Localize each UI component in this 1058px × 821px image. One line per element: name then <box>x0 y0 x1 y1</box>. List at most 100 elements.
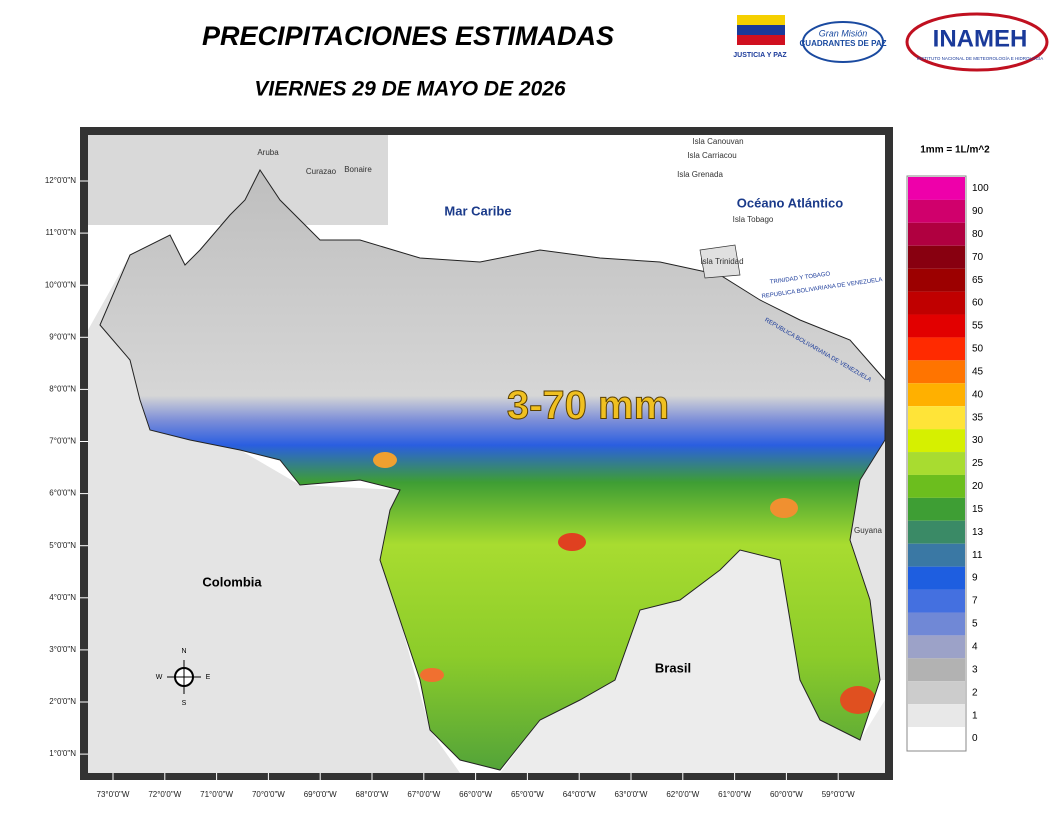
legend-label: 11 <box>972 550 983 561</box>
lon-label: 63°0'0"W <box>615 790 648 799</box>
place-label: Isla Carriacou <box>687 151 736 160</box>
legend-label: 55 <box>972 321 984 332</box>
lat-label: 1°0'0"N <box>49 749 76 758</box>
legend-label: 30 <box>972 435 984 446</box>
lon-label: 60°0'0"W <box>770 790 803 799</box>
compass-n: N <box>181 648 186 655</box>
lat-label: 9°0'0"N <box>49 332 76 341</box>
lat-label: 5°0'0"N <box>49 541 76 550</box>
lon-label: 70°0'0"W <box>252 790 285 799</box>
legend-unit: 1mm = 1L/m^2 <box>920 145 990 156</box>
legend-label: 13 <box>972 527 984 538</box>
legend-swatch <box>908 314 965 338</box>
lon-label: 67°0'0"W <box>407 790 440 799</box>
legend-swatch <box>908 474 965 498</box>
rain-max <box>840 686 876 714</box>
legend-label: 60 <box>972 298 984 309</box>
legend-swatch <box>908 681 965 705</box>
legend-swatch <box>908 360 965 384</box>
flag-yellow <box>737 15 785 25</box>
lon-label: 61°0'0"W <box>718 790 751 799</box>
lat-label: 4°0'0"N <box>49 593 76 602</box>
lon-label: 62°0'0"W <box>666 790 699 799</box>
legend-label: 80 <box>972 229 984 240</box>
place-label: Colombia <box>202 574 262 589</box>
legend-label: 1 <box>972 710 978 721</box>
legend-swatch <box>908 658 965 682</box>
legend-label: 5 <box>972 619 978 630</box>
legend-label: 4 <box>972 642 978 653</box>
legend-swatch <box>908 291 965 315</box>
rain-max <box>558 533 586 551</box>
legend-swatch <box>908 704 965 728</box>
lon-label: 71°0'0"W <box>200 790 233 799</box>
legend-swatch <box>908 383 965 407</box>
compass: N S E W <box>156 648 211 707</box>
legend-swatch <box>908 635 965 659</box>
place-label: Mar Caribe <box>444 203 511 218</box>
logo-text: INSTITUTO NACIONAL DE METEOROLOGÍA E HID… <box>917 55 1044 61</box>
place-label: Isla Tobago <box>733 215 774 224</box>
lat-label: 12°0'0"N <box>45 176 76 185</box>
lon-label: 73°0'0"W <box>97 790 130 799</box>
logo-text: Gran Misión <box>819 28 868 38</box>
lat-label: 8°0'0"N <box>49 385 76 394</box>
legend-label: 15 <box>972 504 984 515</box>
legend-swatch <box>908 222 965 246</box>
legend-swatch <box>908 177 965 200</box>
flag-blue <box>737 25 785 35</box>
legend-swatch <box>908 727 965 750</box>
land-brasil <box>500 550 885 773</box>
legend-label: 2 <box>972 687 978 698</box>
compass-s: S <box>182 700 187 707</box>
legend-label: 0 <box>972 733 978 744</box>
rain-max <box>420 668 444 682</box>
legend-label: 100 <box>972 183 989 194</box>
lon-label: 68°0'0"W <box>356 790 389 799</box>
border <box>99 169 886 771</box>
logo-ring <box>802 21 884 63</box>
lon-label: 65°0'0"W <box>511 790 544 799</box>
land-colombia <box>88 235 460 773</box>
place-label: Brasil <box>655 660 691 675</box>
legend-swatch <box>908 337 965 361</box>
compass-e: E <box>206 674 211 681</box>
range-label: 3-70 mm <box>507 384 669 428</box>
legend-label: 50 <box>972 344 984 355</box>
logo-ring <box>905 12 1049 72</box>
legend-swatch <box>908 268 965 292</box>
flag-red <box>737 35 785 45</box>
legend-label: 65 <box>972 275 984 286</box>
lat-label: 11°0'0"N <box>45 228 76 237</box>
place-label: Guyana <box>854 526 883 535</box>
logos: JUSTICIA Y PAZ Gran Misión CUADRANTES DE… <box>733 12 1049 72</box>
legend-swatch <box>908 452 965 475</box>
legend-swatch <box>908 199 965 223</box>
compass-w: W <box>156 674 163 681</box>
place-label: Isla Trinidad <box>700 257 743 266</box>
land-guyana <box>850 380 885 680</box>
place-label: Aruba <box>257 148 279 157</box>
legend-swatch <box>908 589 965 613</box>
lat-label: 6°0'0"N <box>49 489 76 498</box>
lat-label: 2°0'0"N <box>49 697 76 706</box>
legend-label: 25 <box>972 458 984 469</box>
place-label: Isla Canouvan <box>692 137 743 146</box>
legend-swatch <box>908 429 965 453</box>
rain-max <box>770 498 798 518</box>
place-label: Curazao <box>306 167 337 176</box>
lon-label: 72°0'0"W <box>148 790 181 799</box>
legend-label: 7 <box>972 596 978 607</box>
legend-swatch <box>908 543 965 567</box>
legend-label: 35 <box>972 412 984 423</box>
title: PRECIPITACIONES ESTIMADAS <box>202 21 614 51</box>
legend-label: 40 <box>972 389 984 400</box>
legend-label: 90 <box>972 206 984 217</box>
logo-text: JUSTICIA Y PAZ <box>733 52 787 59</box>
lon-label: 66°0'0"W <box>459 790 492 799</box>
legend-label: 3 <box>972 664 978 675</box>
logo-text: CUADRANTES DE PAZ <box>800 39 887 48</box>
subtitle: VIERNES 29 DE MAYO DE 2026 <box>254 78 566 101</box>
